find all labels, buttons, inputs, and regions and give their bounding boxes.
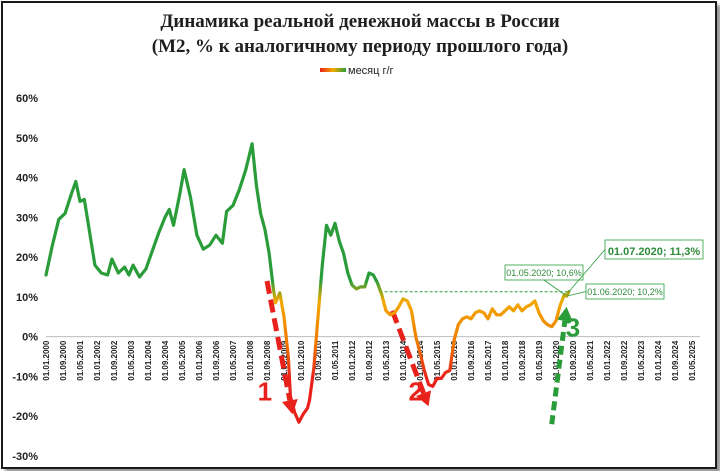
trend-arrow-head <box>416 390 432 407</box>
annotation-leader <box>568 249 606 292</box>
x-tick-label: 01.01.2016 <box>450 340 459 381</box>
trend-arrow-1 <box>264 280 293 401</box>
x-tick-label: 01.09.2002 <box>110 340 119 381</box>
x-tick-label: 01.09.2010 <box>314 340 323 381</box>
x-tick-label: 01.09.2020 <box>569 340 578 381</box>
x-tick-label: 01.09.2008 <box>263 340 272 381</box>
x-axis: 01.01.2000 01.09.2000 01.05.2001 01.01.2002… <box>42 340 697 381</box>
x-tick-label: 01.05.2019 <box>535 340 544 381</box>
x-tick-label: 01.09.2004 <box>161 340 170 381</box>
x-tick-label: 01.05.2011 <box>331 340 340 380</box>
x-tick-label: 01.01.2012 <box>348 340 357 381</box>
x-tick-label: 01.05.2007 <box>229 340 238 381</box>
x-tick-label: 01.05.2013 <box>382 340 391 381</box>
x-tick-label: 01.09.2018 <box>518 340 527 381</box>
x-tick-label: 01.01.2000 <box>42 340 51 381</box>
trend-arrow-head <box>556 306 573 322</box>
annotation-leader <box>566 291 587 297</box>
legend: месяц г/г <box>320 65 394 77</box>
x-tick-label: 01.01.2004 <box>144 340 153 381</box>
x-tick-label: 01.01.2020 <box>552 340 561 381</box>
x-tick-label: 01.09.2022 <box>620 340 629 381</box>
x-tick-label: 01.01.2022 <box>603 340 612 381</box>
y-tick-label: -20% <box>12 411 38 423</box>
x-tick-label: 01.01.2008 <box>246 340 255 381</box>
annotation-leader <box>543 279 565 295</box>
annotation-box <box>504 264 584 281</box>
x-tick-label: 01.05.2021 <box>586 340 595 381</box>
x-tick-label: 01.09.2016 <box>467 340 476 381</box>
legend-swatch <box>320 68 346 72</box>
y-tick-label: 20% <box>16 252 38 264</box>
trend-marker-number: 3 <box>566 313 580 343</box>
x-tick-label: 01.01.2002 <box>93 340 102 381</box>
y-tick-label: 30% <box>16 212 38 224</box>
annotation-box <box>604 239 704 260</box>
y-axis: 60% 50% 40% 30% 20% 10% 0% -10% -20% -30% <box>12 93 38 463</box>
annotation-label: 01.05.2020; 10,6% <box>506 268 582 278</box>
annotation-box <box>585 283 665 300</box>
x-tick-label: 01.05.2003 <box>127 340 136 381</box>
chart-title: Динамика реальной денежной массы в Росси… <box>160 11 559 32</box>
trend-marker-number: 2 <box>409 376 423 406</box>
annotations: 01.05.2020; 10,6% 01.06.2020; 10,2% 01.07.… <box>504 239 704 300</box>
annotation-label: 01.06.2020; 10,2% <box>587 287 663 297</box>
trend-arrow-2 <box>390 309 426 395</box>
y-tick-label: -30% <box>12 451 38 463</box>
x-tick-label: 01.09.2024 <box>671 340 680 381</box>
chart-subtitle: (М2, % к аналогичному периоду прошлого г… <box>152 36 568 57</box>
series-line-month-yoy <box>44 142 571 424</box>
y-tick-label: 60% <box>16 93 38 105</box>
x-tick-label: 01.05.2015 <box>433 340 442 381</box>
y-tick-label: 40% <box>16 173 38 185</box>
x-tick-label: 01.05.2005 <box>178 340 187 381</box>
x-tick-label: 01.05.2023 <box>637 340 646 381</box>
y-tick-label: 0% <box>22 332 38 344</box>
x-tick-label: 01.01.2024 <box>654 340 663 381</box>
y-tick-label: 50% <box>16 133 38 145</box>
y-tick-label: 10% <box>16 292 38 304</box>
x-tick-label: 01.01.2010 <box>297 340 306 381</box>
legend-label: месяц г/г <box>348 65 394 77</box>
annotation-label: 01.07.2020; 11,3% <box>608 246 701 258</box>
x-tick-label: 01.09.2000 <box>59 340 68 381</box>
x-tick-label: 01.05.2017 <box>484 340 493 381</box>
trend-arrow-3 <box>549 320 568 425</box>
x-tick-label: 01.05.2001 <box>76 340 85 381</box>
x-tick-label: 01.09.2006 <box>212 340 221 381</box>
x-tick-label: 01.01.2006 <box>195 340 204 381</box>
x-tick-label: 01.01.2014 <box>399 340 408 381</box>
x-tick-label: 01.09.2012 <box>365 340 374 381</box>
x-tick-label: 01.01.2018 <box>501 340 510 381</box>
y-tick-label: -10% <box>12 371 38 383</box>
trend-marker-number: 1 <box>258 376 272 406</box>
x-tick-label: 01.05.2025 <box>688 340 697 381</box>
